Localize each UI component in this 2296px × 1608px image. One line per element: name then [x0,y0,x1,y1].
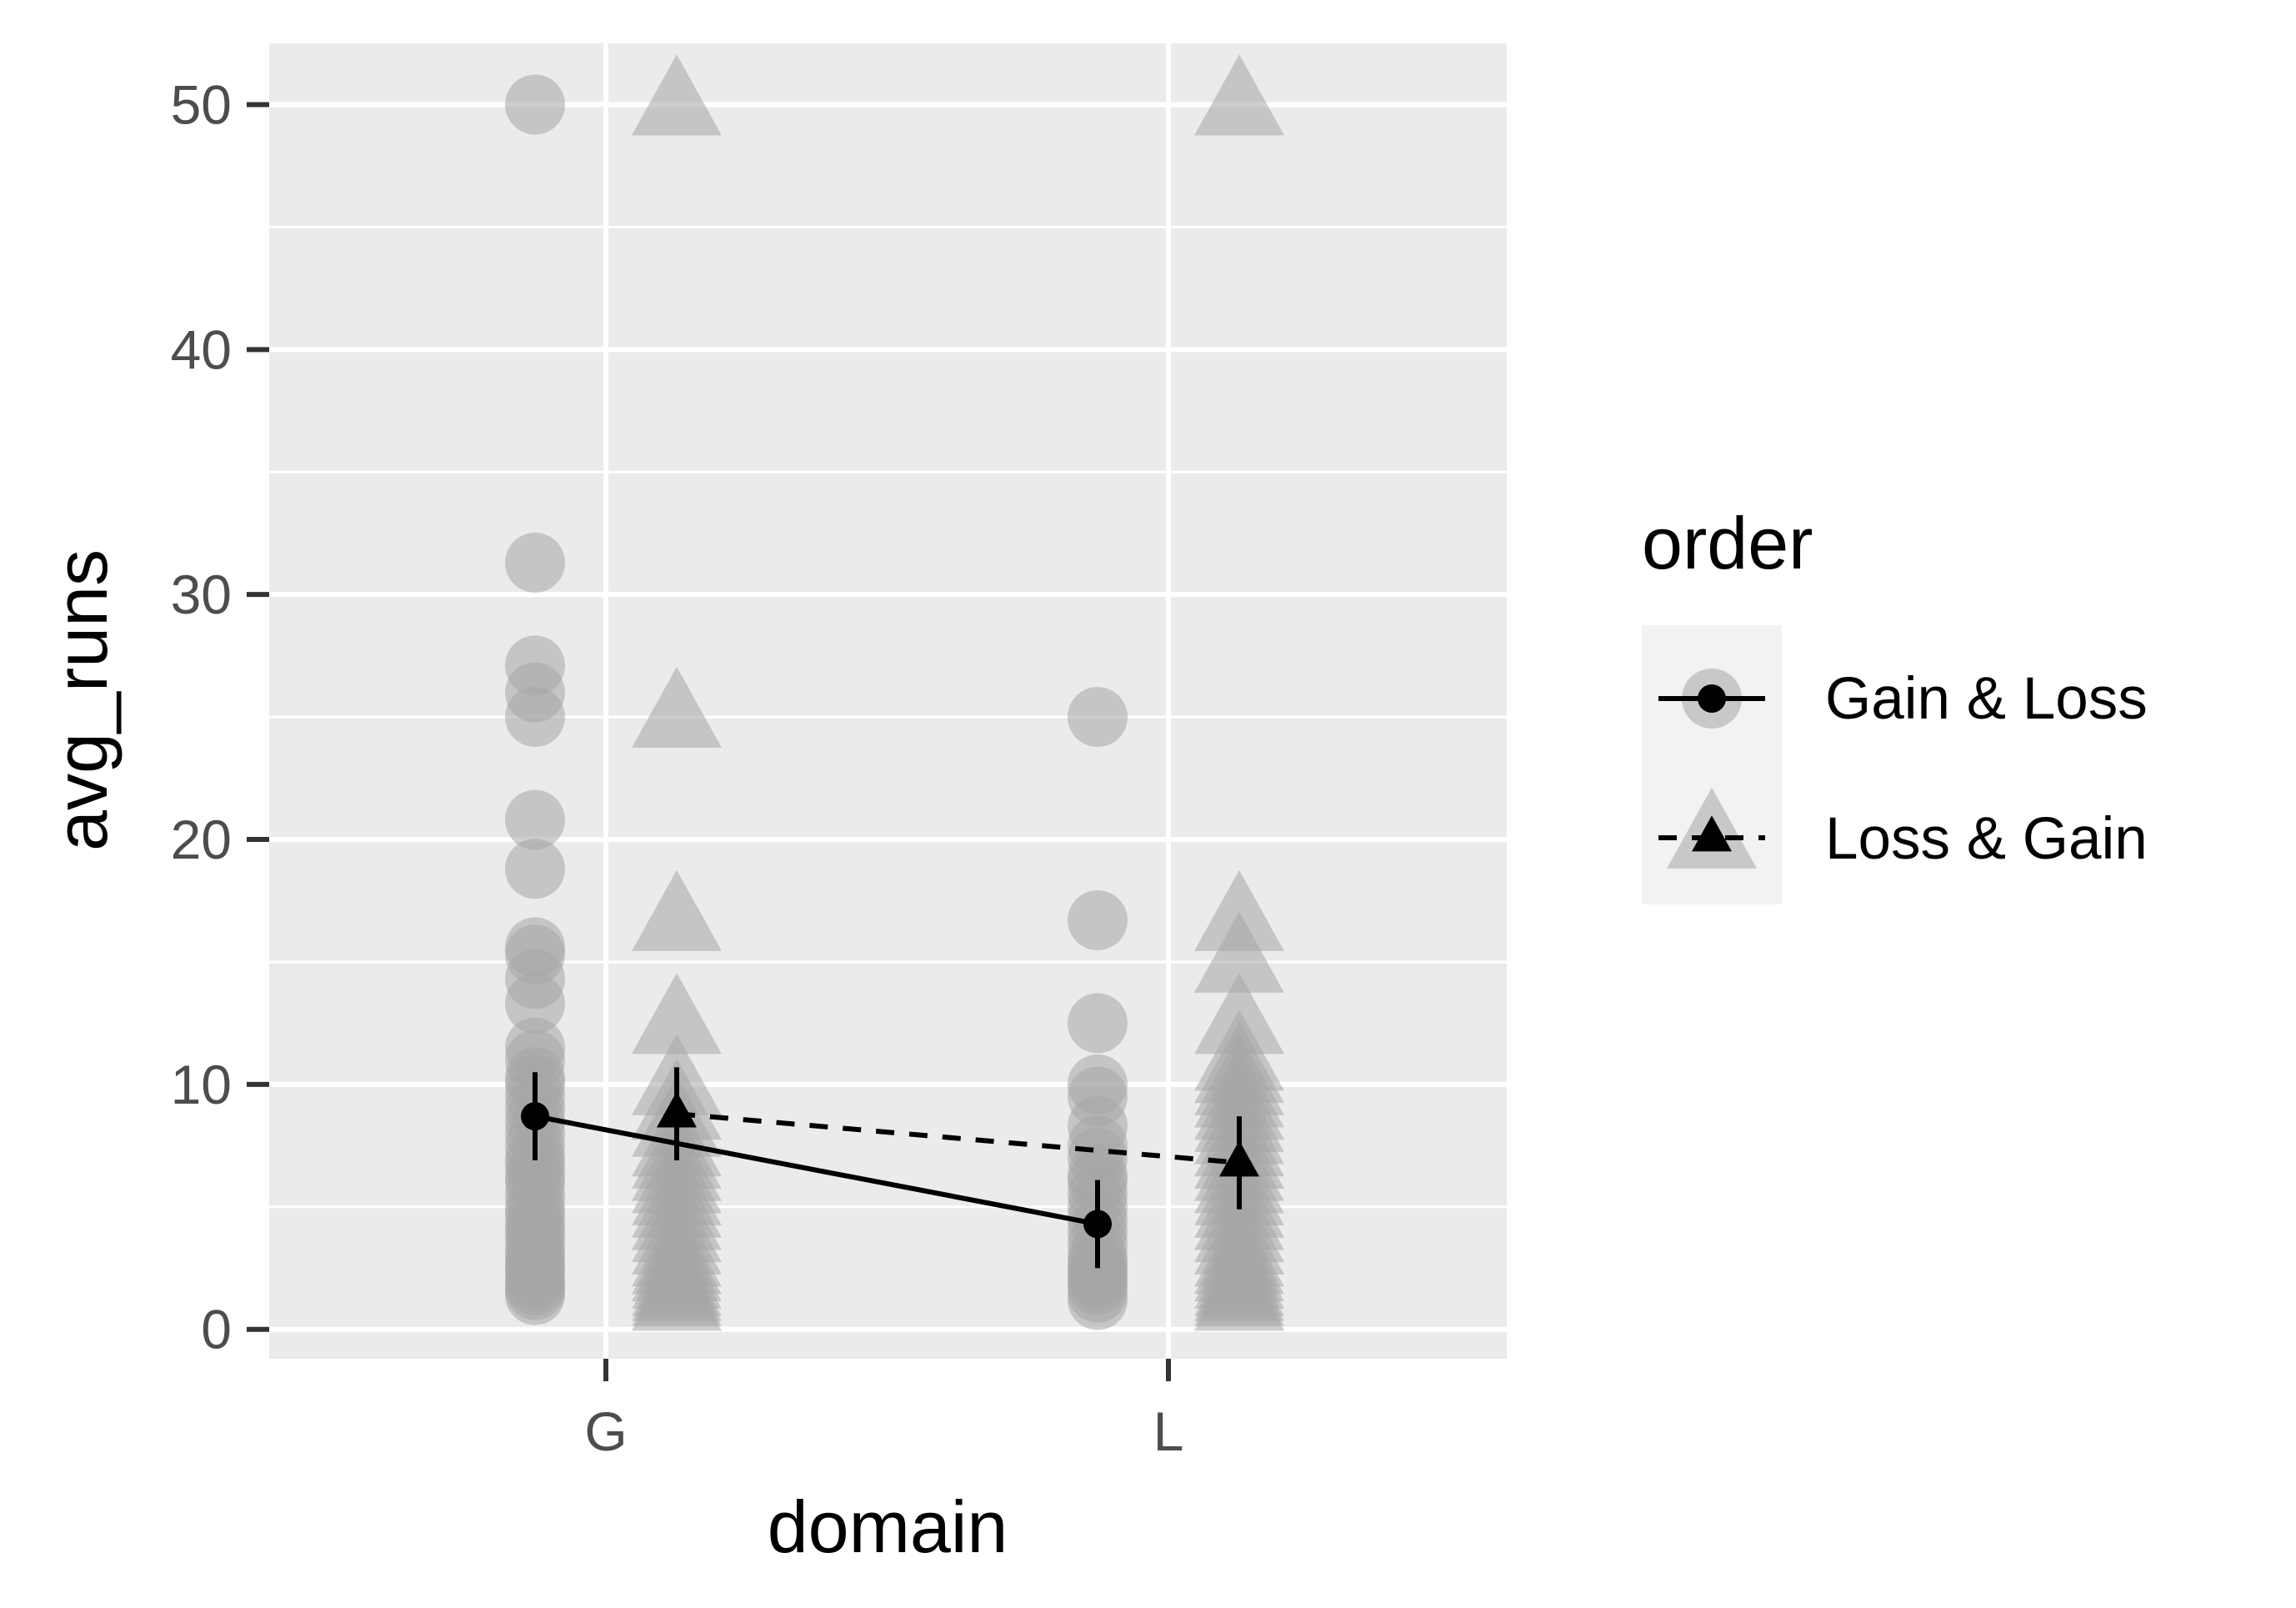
data-point [632,973,722,1054]
data-point [505,839,565,899]
data-point [505,74,565,135]
mean-point [657,1091,697,1128]
legend-key-gain-loss [1658,669,1765,729]
y-tick-label: 20 [171,809,232,870]
legend-mean-circle-icon [1698,684,1726,713]
y-tick-label: 0 [201,1299,232,1360]
data-point [632,1250,722,1331]
legend-mean-triangle-icon [1692,815,1732,852]
data-point [505,687,565,748]
y-tick-label: 30 [171,564,232,625]
data-point [505,1265,565,1325]
y-axis-title: avg_runs [40,549,123,851]
plot-panel [269,43,1507,1359]
mean-point [521,1102,549,1131]
data-point [505,973,565,1034]
data-point [1194,1250,1284,1331]
legend-label-loss-gain: Loss & Gain [1825,806,2148,872]
series-line [534,1114,1098,1227]
grid-minor [269,225,1507,1209]
mean-point [1083,1210,1112,1239]
x-tick-label: G [584,1400,627,1462]
data-point [1068,890,1128,950]
data-point [1194,54,1284,136]
y-axis: 0 10 20 30 40 50 [171,73,269,1360]
y-tick-label: 10 [171,1054,232,1115]
data-point [1194,911,1284,993]
x-tick-label: L [1153,1400,1184,1462]
legend-label-gain-loss: Gain & Loss [1825,666,2148,732]
data-point [632,666,722,749]
series-line [676,1111,1240,1165]
grid-major [269,43,1507,1359]
y-tick-label: 50 [171,73,232,135]
data-point [505,532,565,593]
legend-title: order [1642,502,1813,584]
x-axis-title: domain [768,1485,1008,1568]
data-point [1068,993,1128,1054]
y-tick-label: 40 [171,318,232,380]
mean-point [1219,1140,1259,1177]
data-point [505,789,565,850]
data-point [632,869,722,951]
summary-layer [521,1067,1259,1269]
data-point [1068,1270,1128,1330]
data-point [1068,687,1128,748]
data-point [1194,869,1284,951]
legend: order Gain & Loss Loss & Gain [1642,502,2148,904]
data-point [632,54,722,136]
legend-key-loss-gain [1658,787,1765,869]
raw-points-layer [505,54,1284,1331]
